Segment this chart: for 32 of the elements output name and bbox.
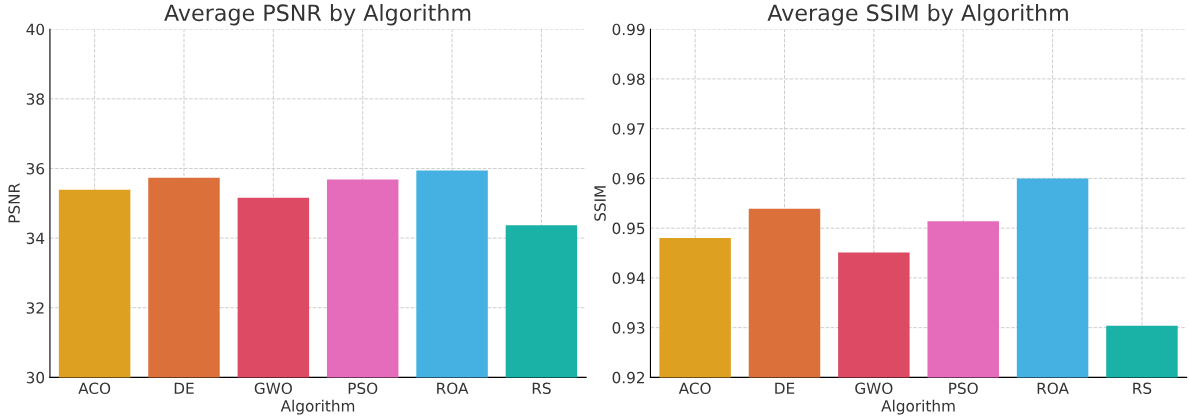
x-tick-label: ROA [437,382,469,395]
x-tick-label: PSO [348,382,378,395]
y-tick-label: 0.98 [612,73,645,85]
x-tick-label: DE [775,382,795,394]
y-tick-label: 36 [26,162,45,175]
x-tick-label: GWO [855,382,893,395]
chart-title: Average SSIM by Algorithm [767,3,1068,26]
x-tick-label: GWO [254,382,292,395]
x-tick-label: ACO [678,382,711,395]
x-tick-label: ACO [78,382,111,395]
y-tick-label: 0.99 [612,23,645,36]
y-tick-label: 30 [26,371,45,384]
x-axis-title: Algorithm [280,399,355,415]
x-tick-label: PSO [949,382,978,395]
y-tick-label: 0.93 [612,322,645,334]
y-tick-label: 0.96 [612,172,645,185]
y-tick-label: 34 [26,232,45,245]
chart-title: Average PSNR by Algorithm [164,3,471,26]
y-axis-title: SSIM [594,186,606,221]
y-axis-title: PSNR [8,183,20,223]
x-tick-label: DE [174,382,194,394]
y-tick-label: 0.92 [612,371,645,384]
x-tick-label: RS [1133,382,1152,395]
y-tick-label: 0.95 [612,222,645,235]
x-tick-label: RS [532,382,551,395]
x-axis-title: Algorithm [881,399,955,415]
y-tick-label: 38 [26,93,45,105]
y-tick-label: 0.94 [612,272,645,284]
y-tick-label: 40 [26,23,45,36]
y-tick-label: 0.97 [612,123,645,135]
y-tick-label: 32 [26,302,44,314]
x-tick-label: ROA [1037,382,1069,395]
